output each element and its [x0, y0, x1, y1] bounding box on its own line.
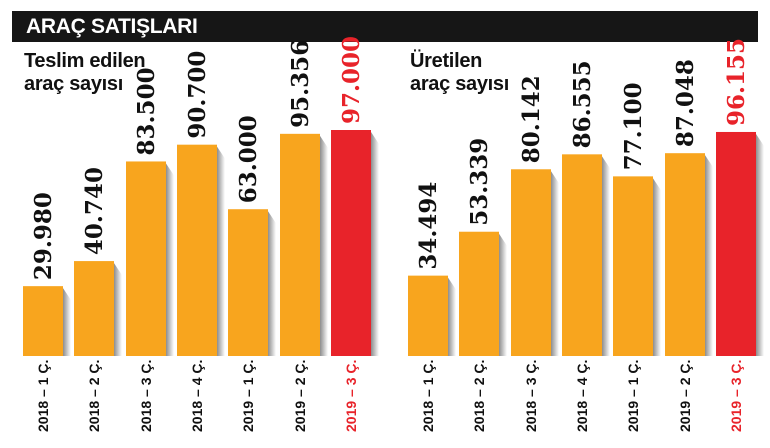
- left-bar: [126, 161, 166, 356]
- left-category-label: 2018 – 3 Ç.: [138, 360, 154, 432]
- right-panel-title: Üretilen araç sayısı: [410, 50, 509, 96]
- left-category-label: 2018 – 4 Ç.: [189, 360, 205, 432]
- left-category-label: 2019 – 3 Ç.: [343, 360, 359, 432]
- left-bar-shadow: [63, 288, 71, 356]
- left-chart: 29.980 2018 – 1 Ç. 40.740 2018 – 2 Ç. 83.500…: [23, 36, 379, 432]
- right-category-label: 2018 – 4 Ç.: [574, 360, 590, 432]
- right-bar: [511, 169, 551, 356]
- left-panel-title: Teslim edilen araç sayısı: [24, 50, 146, 96]
- left-value-label: 40.740: [81, 167, 108, 255]
- right-title-line-1: Üretilen: [410, 50, 483, 72]
- left-bar: [177, 144, 217, 356]
- right-bar-shadow: [653, 178, 661, 356]
- right-bar-shadow: [602, 156, 610, 356]
- left-bar-shadow: [371, 132, 379, 356]
- left-value-label: 63.000: [235, 115, 262, 203]
- right-bar: [665, 153, 705, 356]
- left-category-label: 2019 – 2 Ç.: [292, 360, 308, 432]
- right-bar: [408, 275, 448, 356]
- header-title: ARAÇ SATIŞLARI: [26, 15, 198, 38]
- right-bar-shadow: [756, 133, 764, 356]
- right-chart: 34.494 2018 – 1 Ç. 53.339 2018 – 2 Ç. 80.142…: [408, 38, 764, 432]
- left-bar: [74, 261, 114, 356]
- left-bar-shadow: [166, 163, 174, 356]
- left-bar-shadow: [320, 135, 328, 356]
- left-bar: [280, 133, 320, 356]
- right-value-label: 96.155: [723, 38, 750, 126]
- left-bar-shadow: [114, 263, 122, 356]
- right-value-label: 34.494: [415, 182, 442, 270]
- right-bar-shadow: [551, 171, 559, 356]
- right-bar-shadow: [705, 155, 713, 356]
- left-category-label: 2018 – 1 Ç.: [35, 360, 51, 432]
- right-category-label: 2018 – 2 Ç.: [471, 360, 487, 432]
- right-bar-shadow: [499, 233, 507, 356]
- left-bar-shadow: [268, 211, 276, 356]
- right-value-label: 77.100: [620, 82, 647, 170]
- right-value-label: 87.048: [672, 59, 699, 147]
- right-bar: [562, 154, 602, 356]
- header-bar: [12, 11, 758, 42]
- left-title-line-1: Teslim edilen: [24, 50, 146, 72]
- right-category-label: 2018 – 1 Ç.: [420, 360, 436, 432]
- right-title-line-2: araç sayısı: [410, 73, 510, 95]
- right-value-label: 86.555: [569, 60, 596, 148]
- right-category-label: 2018 – 3 Ç.: [523, 360, 539, 432]
- left-title-line-2: araç sayısı: [24, 73, 124, 95]
- right-category-label: 2019 – 2 Ç.: [677, 360, 693, 432]
- left-category-label: 2019 – 1 Ç.: [240, 360, 256, 432]
- right-value-label: 80.142: [518, 75, 545, 163]
- right-bar: [716, 131, 756, 356]
- left-value-label: 90.700: [184, 51, 211, 139]
- left-bar: [23, 286, 63, 356]
- right-bar: [613, 176, 653, 356]
- left-category-label: 2018 – 2 Ç.: [86, 360, 102, 432]
- right-bar: [459, 231, 499, 356]
- right-category-label: 2019 – 3 Ç.: [728, 360, 744, 432]
- left-bar: [331, 130, 371, 356]
- left-value-label: 95.356: [287, 40, 314, 128]
- left-value-label: 29.980: [30, 192, 57, 280]
- panel-divider: [386, 48, 388, 440]
- left-value-label: 83.500: [133, 67, 160, 155]
- left-bar-shadow: [217, 146, 225, 356]
- right-value-label: 53.339: [466, 138, 493, 226]
- right-category-label: 2019 – 1 Ç.: [625, 360, 641, 432]
- left-value-label: 97.000: [338, 36, 365, 124]
- left-bar: [228, 209, 268, 356]
- right-bar-shadow: [448, 277, 456, 356]
